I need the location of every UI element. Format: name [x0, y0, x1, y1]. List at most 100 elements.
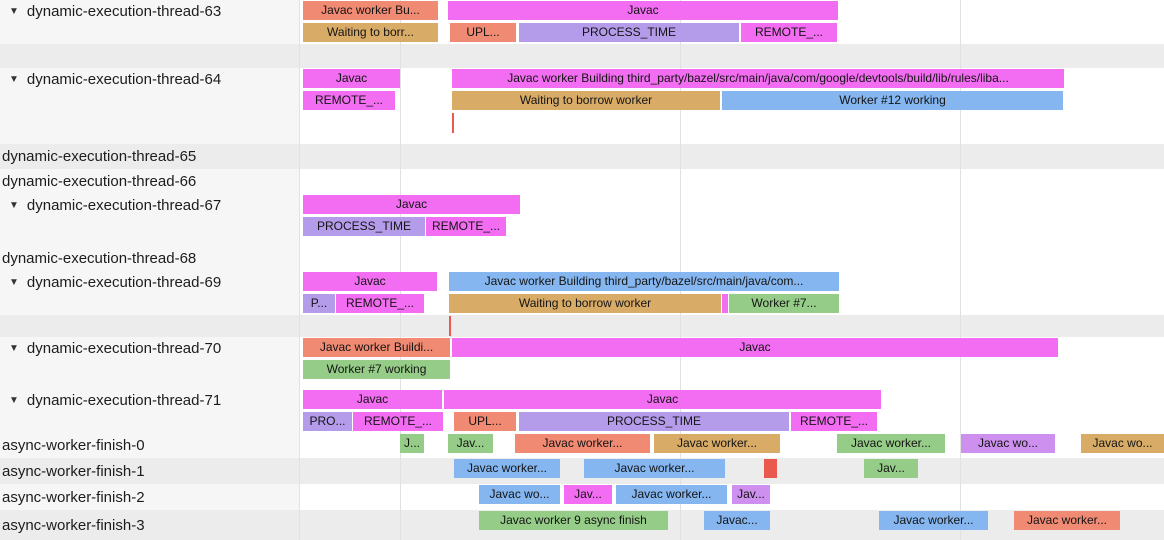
timeline-row: dynamic-execution-thread-65: [0, 144, 1164, 169]
track: REMOTE_... Waiting to borrow worker Worker…: [300, 90, 1164, 112]
collapse-arrow-icon[interactable]: ▼: [9, 5, 19, 17]
thread-row-header: async-worker-finish-2: [0, 484, 300, 510]
trace-event-bar[interactable]: PROCESS_TIME: [519, 412, 789, 431]
trace-event-bar[interactable]: Javac worker...: [616, 485, 727, 504]
timeline-row: [0, 238, 1164, 246]
thread-row-header[interactable]: ▼ dynamic-execution-thread-69: [0, 271, 300, 293]
trace-event-bar[interactable]: PRO...: [303, 412, 352, 431]
thread-row-header[interactable]: ▼ dynamic-execution-thread-67: [0, 194, 300, 216]
trace-event-bar[interactable]: P...: [303, 294, 335, 313]
trace-event-bar[interactable]: Waiting to borrow worker: [452, 91, 720, 110]
trace-event-bar[interactable]: UPL...: [450, 23, 516, 42]
trace-event-bar[interactable]: Javac worker...: [837, 434, 945, 453]
trace-event-bar[interactable]: Javac worker Building third_party/bazel/…: [452, 69, 1064, 88]
trace-event-bar[interactable]: PROCESS_TIME: [519, 23, 739, 42]
trace-event-bar[interactable]: Javac: [303, 390, 442, 409]
trace-event-bar[interactable]: Javac: [303, 195, 520, 214]
trace-event-bar[interactable]: REMOTE_...: [336, 294, 424, 313]
timeline-row: dynamic-execution-thread-66: [0, 169, 1164, 194]
thread-row-header-empty: [0, 136, 300, 144]
track: J... Jav... Javac worker... Javac worker...…: [300, 433, 1164, 458]
track: [300, 246, 1164, 271]
trace-event-bar[interactable]: Javac worker...: [879, 511, 988, 530]
thread-row-header-empty: [0, 411, 300, 433]
trace-event-bar[interactable]: Waiting to borr...: [303, 23, 438, 42]
thread-row-header: dynamic-execution-thread-66: [0, 169, 300, 194]
trace-event-bar[interactable]: Javac: [448, 1, 838, 20]
timeline-row: async-worker-finish-0 J... Jav... Javac wor…: [0, 433, 1164, 458]
timeline-row: ▼ dynamic-execution-thread-70 Javac worker…: [0, 337, 1164, 359]
thread-row-header-empty: [0, 112, 300, 136]
trace-event-bar[interactable]: REMOTE_...: [353, 412, 443, 431]
collapse-arrow-icon[interactable]: ▼: [9, 73, 19, 85]
trace-event-bar[interactable]: REMOTE_...: [791, 412, 877, 431]
thread-row-header: async-worker-finish-1: [0, 458, 300, 484]
trace-event-bar[interactable]: Waiting to borrow worker: [449, 294, 721, 313]
trace-event-bar[interactable]: Javac worker...: [584, 459, 725, 478]
trace-event-bar[interactable]: Javac worker...: [515, 434, 650, 453]
trace-event-bar[interactable]: [722, 294, 728, 313]
thread-row-header: async-worker-finish-3: [0, 510, 300, 540]
track: [300, 144, 1164, 169]
trace-event-bar[interactable]: REMOTE_...: [741, 23, 837, 42]
trace-event-bar[interactable]: PROCESS_TIME: [303, 217, 425, 236]
timeline-row: ▼ dynamic-execution-thread-71 Javac Javac: [0, 389, 1164, 411]
thread-row-header[interactable]: ▼ dynamic-execution-thread-70: [0, 337, 300, 359]
track: Javac Javac worker Building third_party/b…: [300, 68, 1164, 90]
collapse-arrow-icon[interactable]: ▼: [9, 342, 19, 354]
thread-name: async-worker-finish-0: [2, 437, 145, 454]
trace-event-bar[interactable]: Javac: [452, 338, 1058, 357]
trace-event-bar[interactable]: Javac: [444, 390, 881, 409]
thread-row-header-empty: [0, 381, 300, 389]
trace-event-bar[interactable]: Javac worker Buildi...: [303, 338, 450, 357]
trace-event-bar[interactable]: Jav...: [448, 434, 493, 453]
trace-event-bar[interactable]: Javac worker 9 async finish: [479, 511, 668, 530]
trace-event-bar[interactable]: [764, 459, 777, 478]
trace-event-bar[interactable]: Jav...: [564, 485, 612, 504]
thread-row-header-empty: [0, 90, 300, 112]
timeline-row: ▼ dynamic-execution-thread-64 Javac Javac w…: [0, 68, 1164, 90]
trace-event-bar[interactable]: Javac worker Building third_party/bazel/…: [449, 272, 839, 291]
trace-event-bar[interactable]: Javac wo...: [961, 434, 1055, 453]
track: [300, 136, 1164, 144]
trace-event-bar[interactable]: REMOTE_...: [426, 217, 506, 236]
trace-event-bar[interactable]: Jav...: [864, 459, 918, 478]
trace-event-bar[interactable]: Worker #12 working: [722, 91, 1063, 110]
track: Javac worker... Javac worker... Jav...: [300, 458, 1164, 484]
event-tick[interactable]: [452, 113, 454, 133]
trace-event-bar[interactable]: J...: [400, 434, 424, 453]
trace-event-bar[interactable]: Javac worker Bu...: [303, 1, 438, 20]
trace-event-bar[interactable]: Javac...: [704, 511, 770, 530]
collapse-arrow-icon[interactable]: ▼: [9, 276, 19, 288]
trace-event-bar[interactable]: Javac wo...: [1081, 434, 1164, 453]
trace-event-bar[interactable]: REMOTE_...: [303, 91, 395, 110]
track: Javac worker Buildi... Javac: [300, 337, 1164, 359]
track: PROCESS_TIME REMOTE_...: [300, 216, 1164, 238]
trace-event-bar[interactable]: Javac: [303, 272, 437, 291]
event-tick[interactable]: [449, 316, 451, 336]
collapse-arrow-icon[interactable]: ▼: [9, 394, 19, 406]
trace-event-bar[interactable]: Javac wo...: [479, 485, 560, 504]
track: P... REMOTE_... Waiting to borrow worker Wo…: [300, 293, 1164, 315]
trace-event-bar[interactable]: Javac worker...: [454, 459, 560, 478]
thread-row-header[interactable]: ▼ dynamic-execution-thread-64: [0, 68, 300, 90]
trace-event-bar[interactable]: Worker #7...: [729, 294, 839, 313]
thread-row-header-empty: [0, 293, 300, 315]
trace-event-bar[interactable]: Javac worker...: [1014, 511, 1120, 530]
timeline-row: [0, 381, 1164, 389]
trace-event-bar[interactable]: Javac worker...: [654, 434, 780, 453]
trace-event-bar[interactable]: Javac: [303, 69, 400, 88]
timeline-row: async-worker-finish-2 Javac wo... Jav... Ja…: [0, 484, 1164, 510]
thread-name: dynamic-execution-thread-64: [26, 70, 222, 88]
track: Javac: [300, 194, 1164, 216]
track: Javac Javac: [300, 389, 1164, 411]
trace-event-bar[interactable]: UPL...: [454, 412, 516, 431]
thread-row-header-empty: [0, 22, 300, 44]
thread-row-header[interactable]: ▼ dynamic-execution-thread-71: [0, 389, 300, 411]
track: [300, 169, 1164, 194]
trace-event-bar[interactable]: Worker #7 working: [303, 360, 450, 379]
trace-event-bar[interactable]: Jav...: [732, 485, 770, 504]
collapse-arrow-icon[interactable]: ▼: [9, 199, 19, 211]
thread-row-header[interactable]: ▼ dynamic-execution-thread-63: [0, 0, 300, 22]
timeline-row: [0, 315, 1164, 337]
